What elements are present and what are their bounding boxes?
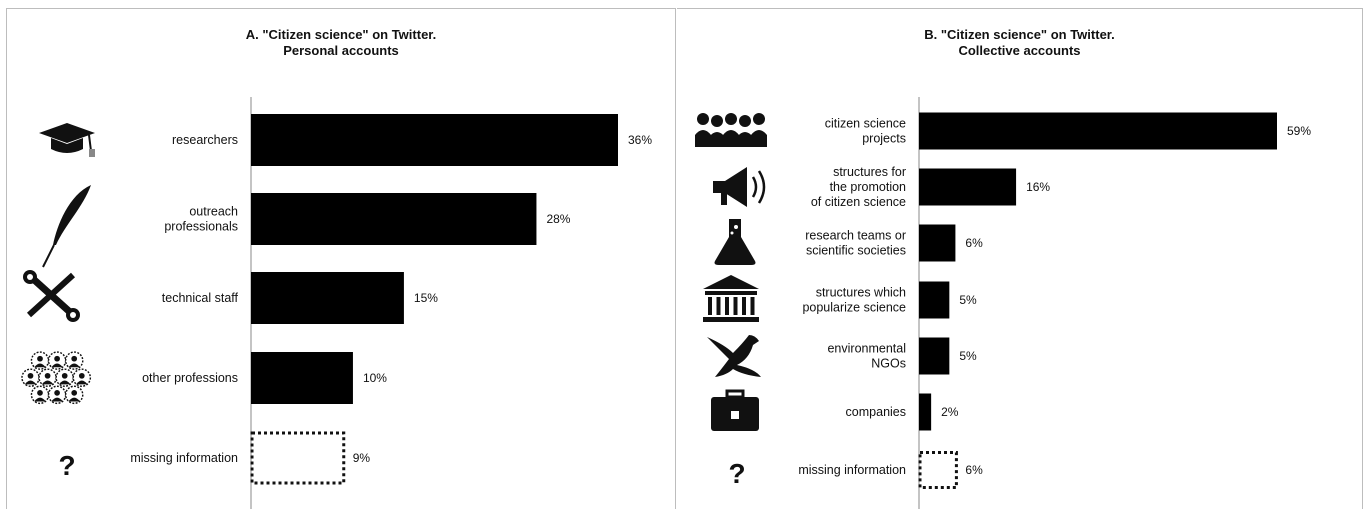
- bar: [919, 393, 932, 431]
- bar-missing: [250, 431, 346, 485]
- chart-title: B. "Citizen science" on Twitter. Collect…: [677, 27, 1362, 59]
- category-label: researchers: [172, 133, 238, 147]
- category-label: missing information: [130, 451, 238, 465]
- data-label: 9%: [353, 451, 371, 465]
- category-label: technical staff: [162, 291, 239, 305]
- data-label: 5%: [959, 349, 977, 363]
- people-group-icon: [21, 351, 92, 405]
- category-label: outreach professionals: [164, 205, 238, 234]
- category-label: structures which popularize science: [802, 286, 906, 315]
- bar: [919, 281, 950, 319]
- category-label: other professions: [142, 371, 238, 385]
- bird-icon: [707, 335, 761, 377]
- crowd-icon: [695, 113, 767, 147]
- bar: [251, 352, 353, 404]
- category-label: structures for the promotion of citizen sc…: [811, 165, 906, 209]
- chart-title: A. "Citizen science" on Twitter. Persona…: [7, 27, 675, 59]
- bar-chart-personal: 36% researchers 28% outreach professionals 15…: [21, 97, 652, 509]
- bar: [251, 272, 404, 324]
- data-label: 5%: [959, 293, 977, 307]
- data-label: 2%: [941, 405, 959, 419]
- svg-text:?: ?: [728, 458, 745, 489]
- panel-collective-accounts: B. "Citizen science" on Twitter. Collect…: [677, 8, 1363, 509]
- bar: [919, 337, 950, 375]
- data-label: 6%: [965, 463, 983, 477]
- data-label: 15%: [414, 291, 438, 305]
- subtitle-line: Personal accounts: [283, 43, 399, 58]
- bar: [919, 168, 1017, 206]
- bar: [251, 193, 537, 245]
- bar: [251, 114, 618, 166]
- quill-pen-icon: [42, 185, 91, 268]
- bar: [919, 224, 956, 262]
- data-label: 28%: [546, 212, 570, 226]
- title-line: A. "Citizen science" on Twitter.: [245, 27, 437, 42]
- graduation-cap-icon: [39, 123, 95, 157]
- subtitle-line: Collective accounts: [958, 43, 1081, 58]
- data-label: 10%: [363, 371, 387, 385]
- megaphone-icon: [713, 167, 766, 207]
- bar-chart-collective: 59% citizen science projects 16% structures …: [695, 97, 1311, 509]
- question-mark-icon: ?: [728, 458, 745, 489]
- briefcase-icon: [711, 389, 759, 431]
- panel-personal-accounts: A. "Citizen science" on Twitter. Persona…: [6, 8, 676, 509]
- question-mark-icon: ?: [58, 450, 75, 481]
- tools-icon: [23, 270, 80, 322]
- category-label: citizen science projects: [825, 117, 906, 146]
- category-label: companies: [846, 405, 906, 419]
- category-label: research teams or scientific societies: [805, 229, 906, 258]
- category-label: missing information: [798, 463, 906, 477]
- data-label: 59%: [1287, 124, 1311, 138]
- bar-missing: [918, 451, 958, 489]
- svg-text:?: ?: [58, 450, 75, 481]
- data-label: 16%: [1026, 180, 1050, 194]
- data-label: 6%: [965, 236, 983, 250]
- data-label: 36%: [628, 133, 652, 147]
- bar: [919, 112, 1277, 150]
- category-label: environmental NGOs: [827, 342, 906, 371]
- title-line: B. "Citizen science" on Twitter.: [924, 27, 1115, 42]
- flask-icon: [714, 219, 756, 265]
- museum-icon: [703, 275, 759, 322]
